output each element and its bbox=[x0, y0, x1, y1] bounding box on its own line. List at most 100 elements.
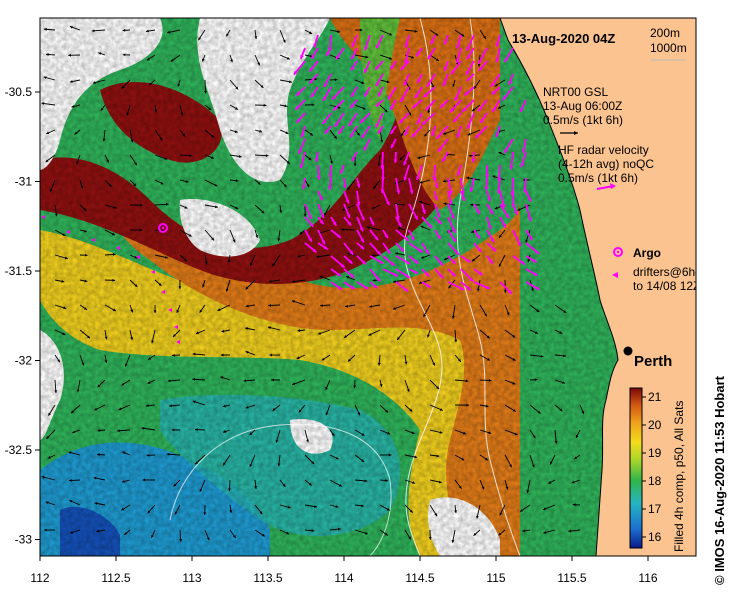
gsl-arrow bbox=[120, 504, 131, 511]
argo-legend-label: Argo bbox=[633, 246, 661, 260]
drifter-legend-marker bbox=[612, 272, 618, 278]
hf-radar-arrow bbox=[375, 99, 384, 108]
gsl-arrow bbox=[194, 428, 206, 431]
hf-radar-arrow bbox=[443, 60, 449, 72]
hf-radar-arrow bbox=[465, 47, 475, 60]
gsl-arrow bbox=[291, 279, 306, 283]
gsl-arrow bbox=[147, 354, 156, 361]
gsl-arrow bbox=[299, 229, 306, 235]
hf-radar-arrow bbox=[369, 216, 375, 226]
gsl-arrow bbox=[279, 204, 283, 213]
hf-radar-arrow bbox=[525, 268, 538, 277]
hf-radar-arrow bbox=[485, 164, 490, 179]
hf-radar-arrow bbox=[447, 216, 456, 234]
hf-radar-arrow bbox=[322, 112, 332, 125]
hf-radar-arrow bbox=[495, 125, 501, 138]
gsl-arrow bbox=[279, 54, 290, 60]
lon-tick-label: 112.5 bbox=[101, 571, 130, 585]
gsl-arrow bbox=[104, 229, 116, 236]
hf-radar-arrow bbox=[317, 229, 326, 245]
gsl-arrow bbox=[172, 329, 181, 338]
lat-tick-label: -31.5 bbox=[5, 264, 33, 278]
gsl-arrow bbox=[153, 304, 157, 314]
drifter-point bbox=[136, 255, 140, 259]
gsl-arrow bbox=[329, 479, 342, 487]
gsl-arrow bbox=[279, 104, 288, 108]
gsl-arrow bbox=[54, 204, 58, 217]
gsl-arrow bbox=[498, 529, 506, 536]
gsl-arrow bbox=[304, 29, 313, 35]
gsl-arrow bbox=[254, 504, 263, 515]
gsl-arrow bbox=[229, 529, 237, 539]
hf-radar-arrow bbox=[317, 203, 325, 219]
gsl-arrow bbox=[43, 27, 56, 31]
hf-radar-arrow bbox=[496, 177, 501, 194]
gsl-arrow bbox=[479, 304, 488, 317]
gsl-arrow bbox=[204, 154, 215, 159]
gsl-scale: 0.5m/s (1kt 6h) bbox=[543, 113, 623, 127]
gsl-arrow bbox=[172, 353, 181, 357]
gsl-arrow bbox=[304, 429, 309, 443]
gsl-arrow bbox=[454, 504, 458, 514]
gsl-arrow bbox=[504, 354, 516, 361]
gsl-arrow bbox=[245, 279, 256, 290]
gsl-arrow bbox=[45, 429, 56, 440]
hf-radar-arrow bbox=[525, 190, 532, 203]
drifter-point bbox=[176, 340, 180, 344]
hf-radar-arrow bbox=[297, 138, 306, 155]
gsl-arrow bbox=[377, 154, 381, 167]
gsl-arrow bbox=[554, 429, 558, 444]
gsl-arrow bbox=[228, 479, 231, 492]
gsl-arrow bbox=[45, 154, 56, 163]
gsl-arrow bbox=[329, 129, 337, 139]
gsl-arrow bbox=[479, 29, 487, 40]
gsl-arrow bbox=[204, 204, 218, 209]
gsl-arrow bbox=[554, 379, 566, 384]
hf-radar-arrow bbox=[447, 281, 465, 291]
hf-radar-arrow bbox=[416, 112, 423, 125]
gsl-arrow bbox=[229, 229, 236, 243]
hf-radar-arrow bbox=[294, 99, 306, 111]
gsl-arrow bbox=[397, 227, 406, 231]
hf-radar-arrow bbox=[408, 255, 420, 265]
gsl-arrow bbox=[229, 154, 242, 158]
hf-radar-arrow bbox=[434, 203, 441, 218]
gsl-arrow bbox=[451, 304, 456, 319]
hf-radar-arrow bbox=[404, 47, 410, 64]
hf-radar-arrow bbox=[330, 281, 343, 291]
gsl-arrow bbox=[319, 275, 331, 281]
gsl-arrow bbox=[479, 354, 491, 361]
lon-tick-label: 115.5 bbox=[557, 571, 586, 585]
gsl-arrow bbox=[316, 254, 331, 259]
hf-radar-arrow bbox=[317, 242, 329, 251]
longitude-axis: 112 112.5 113 113.5 114 114.5 115 115.5 116 bbox=[30, 556, 658, 585]
hf-radar-arrow bbox=[519, 99, 527, 113]
gsl-arrow bbox=[574, 454, 581, 460]
gsl-arrow bbox=[454, 29, 465, 37]
hf-radar-arrow bbox=[447, 255, 457, 265]
gsl-arrow bbox=[419, 179, 431, 184]
gsl-arrow bbox=[379, 79, 390, 84]
gsl-arrow bbox=[204, 529, 210, 541]
hf-radar-arrow bbox=[382, 242, 392, 255]
hf-radar-arrow bbox=[434, 216, 443, 225]
hf-radar-arrow bbox=[434, 229, 442, 240]
gsl-arrow bbox=[579, 404, 585, 415]
gsl-arrow bbox=[170, 54, 181, 62]
gsl-arrow bbox=[343, 329, 356, 339]
gsl-arrow bbox=[325, 379, 331, 391]
gsl-arrow bbox=[229, 504, 233, 514]
gsl-arrow bbox=[245, 351, 256, 356]
drifter-legend-line1: drifters@6h– bbox=[633, 265, 702, 279]
gsl-arrow bbox=[429, 504, 438, 517]
hf-radar-arrow bbox=[525, 281, 540, 291]
lon-tick-label: 114.5 bbox=[405, 571, 434, 585]
gsl-arrow bbox=[304, 179, 310, 188]
lon-tick-label: 114 bbox=[334, 571, 353, 585]
gsl-arrow bbox=[229, 104, 239, 110]
gsl-arrow bbox=[49, 179, 56, 192]
gsl-arrow bbox=[279, 129, 289, 135]
hf-radar-arrow bbox=[343, 242, 354, 256]
gsl-arrow bbox=[129, 179, 137, 187]
gsl-arrow bbox=[428, 529, 432, 540]
